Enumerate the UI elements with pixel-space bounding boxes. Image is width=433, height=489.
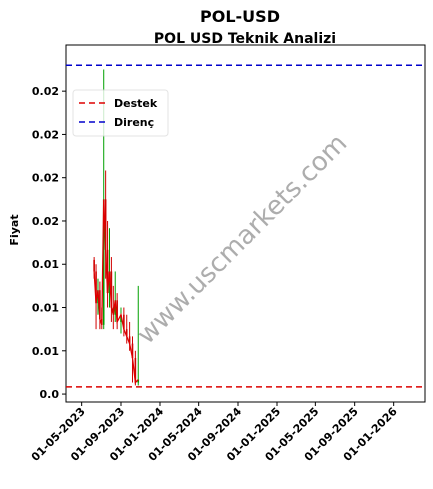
candle-body: [99, 290, 101, 320]
candle-body: [106, 249, 109, 294]
candle-body: [104, 199, 107, 250]
watermark: www.uscmarkets.com: [131, 128, 353, 350]
candle-body: [137, 379, 140, 383]
candle-body: [128, 336, 131, 344]
candle-body: [116, 300, 118, 322]
y-tick-label: 0.01: [32, 302, 59, 315]
y-tick-label: 0.02: [32, 128, 59, 141]
chart-subtitle: POL USD Teknik Analizi: [154, 31, 336, 47]
y-tick-label: 0.02: [32, 85, 59, 98]
candle-body: [120, 314, 122, 322]
legend-label: Destek: [114, 97, 158, 110]
y-axis-label: Fiyat: [8, 214, 21, 245]
candle-body: [123, 314, 125, 330]
candle-body: [102, 199, 105, 325]
chart-title: POL-USD: [200, 7, 280, 26]
legend-box: [72, 89, 169, 137]
candle-body: [131, 343, 134, 359]
y-tick-label: 0.0: [40, 388, 60, 401]
y-tick-label: 0.01: [32, 345, 59, 358]
candle-body: [110, 271, 113, 308]
close-line: [93, 199, 139, 384]
y-tick-label: 0.01: [32, 258, 59, 271]
candle-body: [95, 271, 97, 304]
plot-frame: [65, 44, 426, 403]
y-tick-label: 0.02: [32, 172, 59, 185]
candle-body: [93, 259, 95, 272]
legend-label: Direnç: [114, 116, 154, 129]
candle-body: [134, 358, 137, 383]
candle-body: [125, 329, 128, 337]
y-tick-label: 0.02: [32, 215, 59, 228]
